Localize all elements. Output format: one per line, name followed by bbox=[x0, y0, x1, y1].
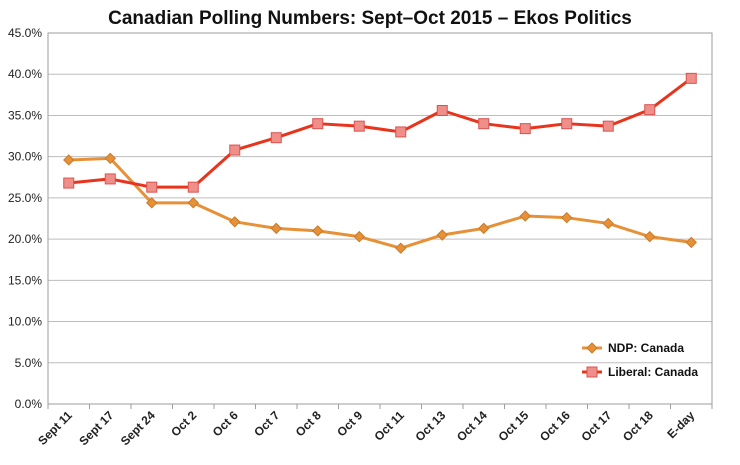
data-point-ndp bbox=[602, 217, 614, 230]
data-point-liberal bbox=[478, 118, 490, 130]
data-point-liberal bbox=[644, 104, 656, 116]
x-tick-label: Oct 17 bbox=[579, 408, 615, 444]
data-point-liberal bbox=[436, 104, 448, 116]
y-tick-label: 20.0% bbox=[8, 232, 42, 246]
y-tick-label: 35.0% bbox=[8, 108, 42, 122]
x-tick-label: Oct 6 bbox=[210, 408, 241, 439]
data-point-ndp bbox=[436, 229, 448, 241]
data-point-liberal bbox=[519, 123, 531, 135]
data-point-ndp bbox=[104, 152, 116, 165]
data-point-liberal bbox=[63, 177, 75, 189]
x-tick-label: Oct 14 bbox=[454, 408, 490, 444]
data-point-ndp bbox=[270, 222, 282, 235]
data-point-ndp bbox=[187, 197, 199, 209]
data-point-liberal bbox=[353, 120, 365, 132]
y-tick-label: 30.0% bbox=[8, 150, 42, 164]
data-point-ndp bbox=[478, 222, 490, 235]
data-point-liberal bbox=[104, 173, 116, 185]
x-tick-label: Oct 16 bbox=[537, 408, 573, 444]
x-tick-label: Sept 17 bbox=[76, 408, 116, 448]
x-tick-label: Sept 11 bbox=[35, 408, 75, 448]
x-tick-label: Oct 2 bbox=[168, 408, 199, 439]
data-point-liberal bbox=[561, 118, 573, 130]
x-tick-label: Oct 13 bbox=[413, 408, 449, 444]
legend-marker-ndp bbox=[586, 342, 598, 354]
x-tick-label: E-day bbox=[664, 408, 697, 441]
y-tick-label: 25.0% bbox=[8, 191, 42, 205]
x-tick-label: Sept 24 bbox=[118, 408, 158, 448]
data-point-ndp bbox=[561, 211, 573, 224]
y-tick-label: 15.0% bbox=[8, 273, 42, 287]
data-point-ndp bbox=[519, 210, 531, 222]
chart-title: Canadian Polling Numbers: Sept–Oct 2015 … bbox=[108, 8, 632, 29]
data-point-liberal bbox=[685, 72, 697, 84]
y-tick-label: 10.0% bbox=[8, 315, 42, 329]
data-point-ndp bbox=[644, 230, 656, 243]
data-point-liberal bbox=[270, 132, 282, 144]
data-point-liberal bbox=[395, 126, 407, 138]
data-point-ndp bbox=[395, 242, 407, 254]
y-tick-label: 45.0% bbox=[8, 26, 42, 40]
y-tick-label: 0.0% bbox=[15, 397, 43, 411]
x-tick-label: Oct 8 bbox=[293, 408, 324, 439]
x-tick-label: Oct 18 bbox=[620, 408, 656, 444]
legend-marker-liberal bbox=[586, 366, 598, 378]
series-line-liberal bbox=[68, 77, 693, 189]
data-point-ndp bbox=[353, 230, 365, 243]
y-tick-label: 40.0% bbox=[8, 67, 42, 81]
x-tick-label: Oct 9 bbox=[334, 408, 365, 439]
data-point-liberal bbox=[602, 120, 614, 132]
series-line-ndp bbox=[68, 156, 692, 250]
data-point-liberal bbox=[146, 181, 158, 193]
data-point-liberal bbox=[229, 144, 241, 156]
x-tick-label: Oct 15 bbox=[496, 408, 532, 444]
data-point-ndp bbox=[63, 154, 75, 166]
data-point-ndp bbox=[146, 197, 158, 209]
data-point-ndp bbox=[229, 216, 241, 228]
y-tick-label: 5.0% bbox=[15, 356, 43, 370]
data-point-ndp bbox=[312, 225, 324, 237]
data-point-liberal bbox=[312, 118, 324, 130]
data-point-liberal bbox=[187, 181, 199, 193]
data-point-ndp bbox=[685, 236, 697, 249]
legend-label: NDP: Canada bbox=[608, 341, 684, 355]
x-tick-label: Oct 11 bbox=[371, 408, 407, 444]
x-tick-label: Oct 7 bbox=[251, 408, 282, 439]
legend-label: Liberal: Canada bbox=[608, 365, 698, 379]
